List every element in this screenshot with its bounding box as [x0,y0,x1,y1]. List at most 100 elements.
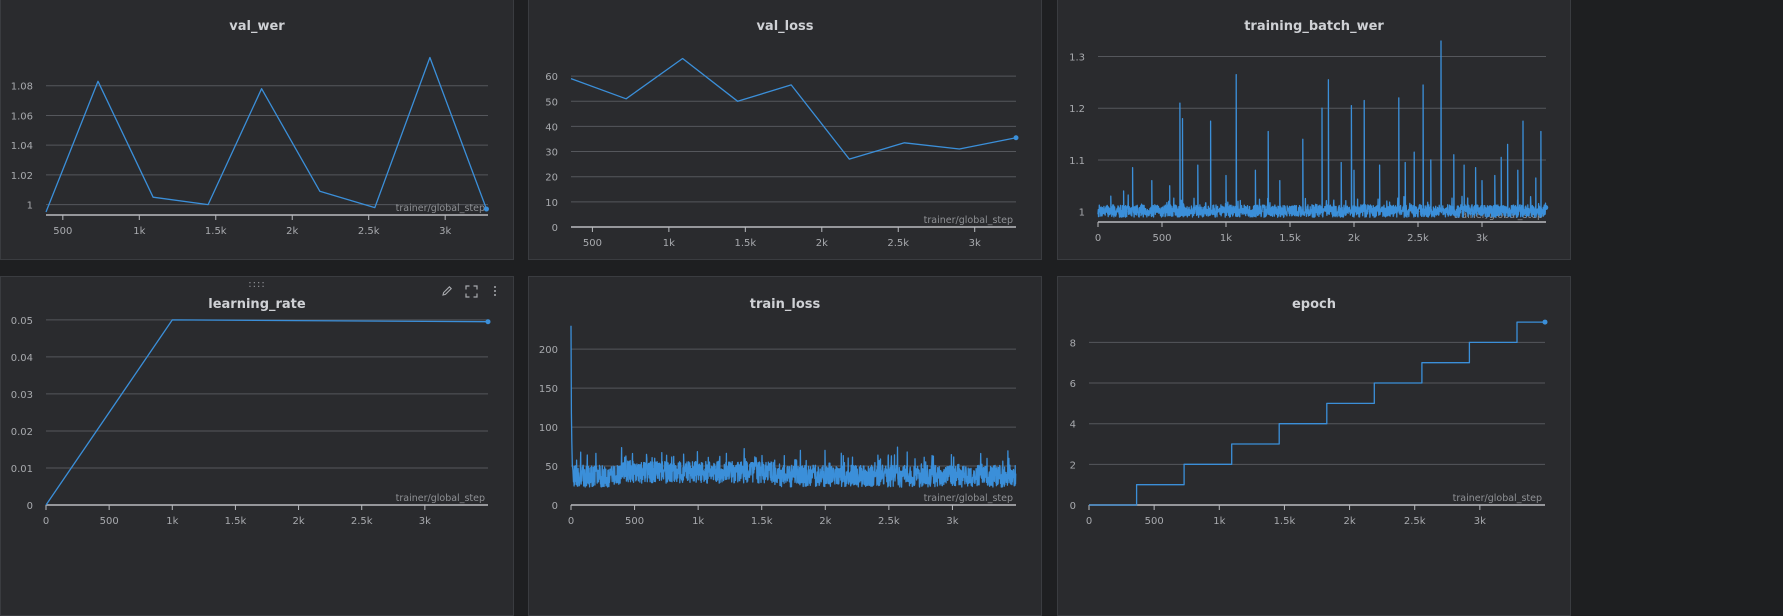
x-tick-label: 2.5k [1407,233,1429,244]
chart-title: val_wer [229,19,285,34]
chart-train-loss: 0 50 100 150 200 0 500 1k 1.5k 2k 2.5k 3k trainer/gl… [539,325,1017,527]
x-tick-label: 3k [439,226,451,237]
y-tick-label: 1 [27,201,33,212]
y-tick-label: 0.05 [11,316,33,327]
panel-toolbar [439,283,503,299]
x-tick-label: 1.5k [1274,516,1296,527]
y-tick-label: 2 [1070,460,1076,471]
x-tick-label: 0 [568,516,574,527]
x-tick-label: 500 [100,516,119,527]
x-tick-label: 2.5k [358,226,380,237]
series-line [45,319,489,506]
panel-val-wer[interactable]: val_wer 1 1.02 1.04 1.06 1.08 500 1k 1.5k 2k 2.5k… [0,0,514,260]
x-tick-label: 1.5k [734,238,756,249]
edit-pencil-icon[interactable] [439,283,455,299]
end-point-marker [485,319,491,325]
chart-val-wer: 1 1.02 1.04 1.06 1.08 500 1k 1.5k 2k 2.5k 3k traine… [11,56,489,237]
y-tick-label: 0 [552,501,558,512]
panel-training-batch-wer[interactable]: training_batch_wer 1 1.1 1.2 1.3 0 500 1k 1.5k 2… [1057,0,1571,260]
fullscreen-icon[interactable] [463,283,479,299]
y-tick-label: 0.04 [11,353,33,364]
series-line [45,56,488,213]
chart-training-batch-wer: 1 1.1 1.2 1.3 0 500 1k 1.5k 2k 2.5k 3k trainer/glob… [1069,40,1549,244]
chart-epoch: 0 2 4 6 8 0 500 1k 1.5k 2k 2.5k 3k trainer/global_st… [1070,319,1548,527]
x-tick-label: 1.5k [225,516,247,527]
end-point-marker [1542,319,1548,325]
x-tick-label: 500 [53,226,72,237]
chart-title: epoch [1291,297,1336,312]
chart-learning-rate: 0 0.01 0.02 0.03 0.04 0.05 0 500 1k 1.5k 2k 2.5k 3k t… [11,316,491,527]
end-point-marker [1013,135,1019,141]
y-tick-label: 0 [552,223,558,234]
panel-epoch[interactable]: epoch 0 2 4 6 8 0 500 1k 1.5k 2k 2.5k 3k trainer/glo… [1057,276,1571,616]
x-tick-label: 0 [1086,516,1092,527]
x-axis-label: trainer/global_step [924,215,1013,226]
x-tick-label: 1.5k [205,226,227,237]
y-tick-label: 1.3 [1069,53,1085,64]
more-options-icon[interactable] [487,283,503,299]
y-tick-label: 0.01 [11,464,33,475]
x-tick-label: 500 [625,516,644,527]
y-tick-label: 10 [545,198,558,209]
x-tick-label: 1.5k [1279,233,1301,244]
y-tick-label: 1.04 [11,141,33,152]
x-tick-label: 0 [43,516,49,527]
y-tick-label: 100 [539,423,558,434]
y-tick-label: 150 [539,384,558,395]
panel-val-loss[interactable]: val_loss 0 10 20 30 40 50 60 500 1k 1.5k 2k 2.5k 3k t… [528,0,1042,260]
y-tick-label: 0 [27,501,33,512]
x-tick-label: 3k [1474,516,1486,527]
x-tick-label: 2k [1343,516,1355,527]
y-tick-label: 1.02 [11,171,33,182]
y-tick-label: 0.02 [11,427,33,438]
y-tick-label: 1.08 [11,82,33,93]
y-tick-label: 60 [545,72,558,83]
chart-title: val_loss [756,19,814,34]
x-tick-label: 3k [969,238,981,249]
x-tick-label: 1k [166,516,178,527]
chart-val-loss: 0 10 20 30 40 50 60 500 1k 1.5k 2k 2.5k 3k trainer/gl… [545,57,1019,249]
y-tick-label: 1.1 [1069,156,1085,167]
chart-title: training_batch_wer [1244,19,1384,34]
x-tick-label: 3k [946,516,958,527]
x-axis-label: trainer/global_step [396,203,485,214]
y-tick-label: 1.06 [11,111,33,122]
y-tick-label: 50 [545,462,558,473]
chart-title: train_loss [749,297,821,312]
panel-learning-rate[interactable]: :::: learning_rate 0 0.01 0.02 0.03 0.04 0.05… [0,276,514,616]
series-line [1097,40,1547,218]
x-axis-label: trainer/global_step [1453,493,1542,504]
y-tick-label: 0.03 [11,390,33,401]
x-tick-label: 500 [1152,233,1171,244]
drag-handle-icon[interactable]: :::: [248,279,266,290]
x-tick-label: 2k [1348,233,1360,244]
y-tick-label: 1.2 [1069,104,1085,115]
x-tick-label: 2k [819,516,831,527]
y-tick-label: 30 [545,148,558,159]
y-tick-label: 50 [545,97,558,108]
y-tick-label: 8 [1070,338,1076,349]
y-tick-label: 40 [545,122,558,133]
x-tick-label: 2.5k [1404,516,1426,527]
x-tick-label: 2k [292,516,304,527]
x-tick-label: 2k [816,238,828,249]
x-tick-label: 1k [1220,233,1232,244]
series-line [570,325,1017,488]
x-tick-label: 3k [419,516,431,527]
x-tick-label: 0 [1095,233,1101,244]
y-tick-label: 4 [1070,420,1076,431]
end-point-marker [1543,205,1549,211]
y-tick-label: 6 [1070,379,1076,390]
y-tick-label: 20 [545,173,558,184]
x-tick-label: 1.5k [751,516,773,527]
x-tick-label: 1k [663,238,675,249]
x-tick-label: 1k [692,516,704,527]
x-axis-label: trainer/global_step [396,493,485,504]
x-tick-label: 2k [286,226,298,237]
y-tick-label: 1 [1079,208,1085,219]
x-axis-label: trainer/global_step [924,493,1013,504]
panel-train-loss[interactable]: train_loss 0 50 100 150 200 0 500 1k 1.5k 2k 2.5k 3… [528,276,1042,616]
x-tick-label: 500 [1145,516,1164,527]
x-tick-label: 1k [133,226,145,237]
x-tick-label: 500 [583,238,602,249]
